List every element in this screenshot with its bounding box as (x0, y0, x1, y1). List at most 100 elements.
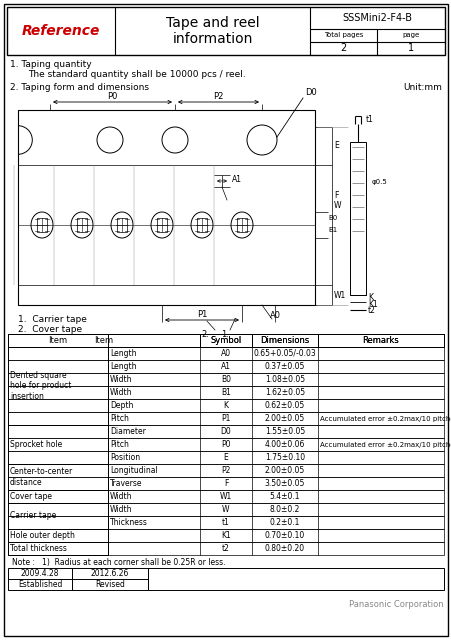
Bar (8, 464, 108, 490)
Text: Panasonic Corporation: Panasonic Corporation (349, 600, 443, 609)
Text: B1: B1 (221, 388, 230, 397)
Text: Dimensions: Dimensions (260, 336, 309, 345)
Bar (117, 218, 127, 232)
Text: Length: Length (110, 349, 136, 358)
Bar (8, 503, 108, 529)
Bar (8, 568, 147, 590)
Text: Longitudinal: Longitudinal (110, 466, 157, 475)
Bar (8, 490, 108, 503)
Text: Position: Position (110, 453, 140, 462)
Bar (8, 451, 443, 464)
Bar (8, 503, 443, 516)
Bar (8, 334, 443, 347)
Text: Sprocket hole: Sprocket hole (10, 440, 62, 449)
Bar (18, 110, 314, 305)
Text: K: K (367, 293, 372, 302)
Text: E: E (223, 453, 228, 462)
Text: A1: A1 (221, 362, 230, 371)
Text: Total pages: Total pages (323, 32, 363, 38)
Bar (8, 464, 443, 477)
Text: P1: P1 (221, 414, 230, 423)
Text: Traverse: Traverse (110, 479, 142, 488)
Text: A1: A1 (231, 175, 241, 184)
Text: 2: 2 (340, 44, 346, 53)
Bar (8, 425, 443, 438)
Text: P0: P0 (221, 440, 230, 449)
Bar (8, 477, 443, 490)
Text: 0.80±0.20: 0.80±0.20 (264, 544, 304, 553)
Text: SSSMini2-F4-B: SSSMini2-F4-B (342, 13, 412, 23)
Text: 0.62±0.05: 0.62±0.05 (264, 401, 304, 410)
Text: Diameter: Diameter (110, 427, 146, 436)
Text: 0.37±0.05: 0.37±0.05 (264, 362, 304, 371)
Bar (236, 218, 246, 232)
Text: Dented square
hole for product
insertion: Dented square hole for product insertion (10, 371, 71, 401)
Bar (8, 542, 108, 555)
Text: Depth: Depth (110, 401, 133, 410)
Text: F: F (333, 191, 338, 200)
Text: Hole outer depth: Hole outer depth (10, 531, 75, 540)
Text: Established: Established (18, 580, 62, 589)
Text: Center-to-center
distance: Center-to-center distance (10, 467, 73, 486)
Text: K1: K1 (221, 531, 230, 540)
Bar (8, 529, 443, 542)
Bar (8, 490, 443, 503)
Text: 2.: 2. (201, 330, 208, 339)
Bar (8, 347, 108, 425)
Text: page: page (401, 32, 419, 38)
Bar (147, 568, 443, 590)
Text: 1.: 1. (221, 330, 228, 339)
Text: 2009.4.28: 2009.4.28 (21, 569, 59, 578)
Bar (8, 373, 443, 386)
Bar (8, 438, 443, 451)
Text: 1.75±0.10: 1.75±0.10 (264, 453, 304, 462)
Text: W: W (222, 505, 229, 514)
Text: A0: A0 (221, 349, 230, 358)
Text: t2: t2 (221, 544, 230, 553)
Text: B1: B1 (327, 227, 336, 233)
Bar (156, 218, 166, 232)
Bar (8, 425, 108, 464)
Bar (8, 399, 443, 412)
Text: Total thickness: Total thickness (10, 544, 67, 553)
Text: 1: 1 (407, 44, 413, 53)
Text: 2012.6.26: 2012.6.26 (91, 569, 129, 578)
Text: 2.00±0.05: 2.00±0.05 (264, 414, 304, 423)
Text: Symbol: Symbol (210, 336, 241, 345)
Text: Note :   1)  Radius at each corner shall be 0.25R or less.: Note : 1) Radius at each corner shall be… (12, 558, 225, 567)
Text: Length: Length (110, 362, 136, 371)
Text: B0: B0 (327, 215, 336, 221)
Text: Width: Width (110, 492, 132, 501)
Text: A0: A0 (269, 311, 280, 320)
Bar (8, 529, 108, 542)
Text: 5.4±0.1: 5.4±0.1 (269, 492, 299, 501)
Text: Dimensions: Dimensions (260, 336, 309, 345)
Text: P2: P2 (212, 92, 223, 101)
Text: Carrier tape: Carrier tape (10, 511, 56, 520)
Text: Width: Width (110, 505, 132, 514)
Text: Cover tape: Cover tape (10, 492, 52, 501)
Text: W: W (333, 202, 341, 211)
Text: E: E (333, 141, 338, 150)
Bar (7, 7, 444, 55)
Text: 1. Taping quantity: 1. Taping quantity (10, 60, 92, 69)
Bar (8, 347, 443, 360)
Text: t1: t1 (221, 518, 230, 527)
Text: φ0.5: φ0.5 (371, 179, 387, 185)
Text: 4.00±0.06: 4.00±0.06 (264, 440, 304, 449)
Text: Width: Width (110, 375, 132, 384)
Text: The standard quantity shall be 10000 pcs / reel.: The standard quantity shall be 10000 pcs… (28, 70, 245, 79)
Text: W1: W1 (333, 291, 345, 300)
Text: 0.70±0.10: 0.70±0.10 (264, 531, 304, 540)
Text: Unit:mm: Unit:mm (402, 83, 441, 92)
Bar (8, 542, 443, 555)
Text: K1: K1 (367, 300, 377, 309)
Text: Symbol: Symbol (210, 336, 241, 345)
Text: Pitch: Pitch (110, 440, 129, 449)
Text: Pitch: Pitch (110, 414, 129, 423)
Text: Tape and reel
information: Tape and reel information (166, 16, 259, 46)
Text: 0.2±0.1: 0.2±0.1 (269, 518, 299, 527)
Text: Remarks: Remarks (362, 336, 399, 345)
Text: Remarks: Remarks (362, 336, 399, 345)
Text: t2: t2 (367, 306, 375, 315)
